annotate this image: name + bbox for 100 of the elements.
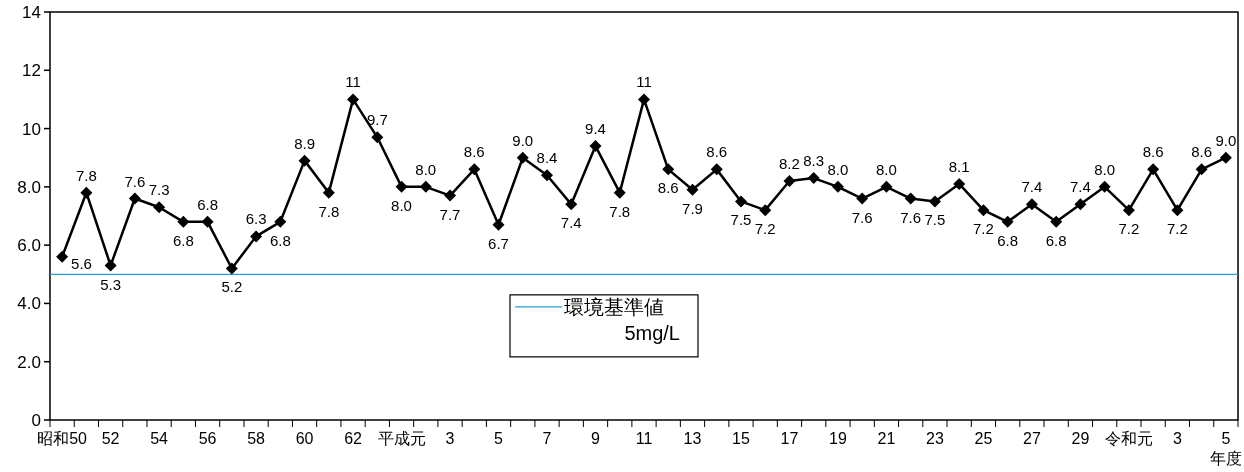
point (250, 230, 263, 243)
data-label: 6.8 (172, 231, 194, 249)
x-tick-label: 58 (247, 430, 266, 447)
point (347, 93, 360, 106)
data-label: 6.8 (997, 231, 1019, 249)
x-tick-label: 11 (635, 430, 653, 447)
y-tick-label: 0 (31, 411, 41, 430)
data-label: 8.6 (706, 143, 728, 161)
y-tick-label: 10 (22, 119, 41, 139)
x-tick-label: 23 (926, 430, 944, 447)
point (904, 192, 917, 205)
point (638, 93, 650, 106)
point (468, 163, 481, 176)
point (1098, 180, 1111, 193)
point (856, 192, 869, 205)
x-axis-title: 年度 (1209, 450, 1242, 467)
x-tick-label: 29 (1071, 430, 1090, 447)
point (225, 262, 238, 275)
point (928, 195, 941, 208)
x-tick-label: 17 (780, 430, 799, 447)
data-label: 8.6 (463, 143, 485, 161)
x-tick-label: 5 (1221, 430, 1231, 447)
point (1219, 151, 1232, 164)
data-label: 8.3 (803, 152, 825, 170)
point (56, 250, 69, 263)
x-tick-label: 3 (1172, 430, 1182, 447)
data-label: 6.3 (245, 210, 267, 228)
point (759, 204, 772, 217)
data-label: 9.7 (366, 111, 388, 129)
data-label: 7.6 (124, 172, 146, 190)
data-label: 8.0 (1094, 160, 1116, 178)
point (783, 175, 796, 188)
point (274, 215, 287, 228)
data-label: 7.8 (609, 202, 631, 220)
point (177, 215, 190, 228)
data-label: 7.7 (439, 205, 461, 223)
point (516, 151, 529, 164)
data-label: 8.0 (876, 160, 897, 178)
x-tick-label: 25 (974, 430, 993, 447)
point (831, 180, 844, 193)
point (298, 154, 311, 167)
data-label: 6.8 (269, 231, 291, 249)
data-label: 7.9 (682, 199, 703, 217)
data-label: 9.4 (585, 120, 606, 138)
data-label: 8.0 (415, 160, 437, 178)
point (80, 186, 93, 199)
x-tick-label: 56 (198, 430, 217, 447)
data-label: 6.8 (197, 195, 219, 213)
point (1171, 204, 1184, 217)
x-tick-label: 昭和50 (37, 430, 88, 447)
data-label: 7.4 (560, 214, 582, 232)
legend-label: 環境基準値 5mg/L (564, 295, 680, 344)
point (201, 215, 214, 228)
x-tick-label: 5 (494, 430, 504, 447)
x-tick-label: 52 (101, 430, 120, 447)
data-label: 6.8 (1045, 231, 1067, 249)
data-label: 8.0 (827, 160, 849, 178)
data-label: 8.4 (536, 149, 558, 167)
point (953, 177, 966, 190)
data-label: 5.2 (221, 278, 243, 296)
data-label: 7.2 (754, 220, 776, 238)
data-label: 9.0 (512, 131, 534, 149)
data-label: 11 (636, 73, 652, 91)
point (1001, 215, 1014, 228)
data-label: 8.2 (779, 155, 800, 173)
x-tick-label: 7 (542, 430, 552, 447)
point (419, 180, 432, 193)
data-label: 7.2 (1166, 220, 1188, 238)
data-label: 8.9 (294, 134, 315, 152)
point (589, 140, 602, 153)
point (1074, 198, 1087, 211)
data-label: 7.5 (730, 211, 752, 229)
point (153, 201, 166, 214)
x-tick-label: 60 (295, 430, 314, 447)
data-label: 7.2 (973, 220, 994, 238)
point (565, 198, 578, 211)
point (613, 186, 626, 199)
point (1025, 198, 1038, 211)
data-label: 7.6 (900, 208, 922, 226)
data-label: 9.0 (1215, 131, 1237, 149)
data-label: 11 (345, 73, 361, 91)
data-label: 7.8 (318, 202, 340, 220)
point (444, 189, 457, 202)
data-label: 7.4 (1069, 178, 1091, 196)
x-tick-label: 27 (1023, 430, 1041, 447)
point (1147, 163, 1160, 176)
point (322, 186, 335, 199)
data-label: 7.8 (75, 166, 97, 184)
point (1050, 215, 1063, 228)
x-tick-label: 21 (877, 430, 896, 447)
point (710, 163, 723, 176)
x-tick-label: 9 (591, 430, 601, 447)
data-label: 8.6 (1142, 143, 1164, 161)
data-label: 7.5 (924, 211, 946, 229)
point (395, 180, 408, 193)
x-tick-label: 54 (150, 430, 169, 447)
y-tick-label: 2.0 (17, 352, 41, 372)
y-tick-label: 4.0 (17, 294, 41, 314)
x-tick-label: 19 (829, 430, 847, 447)
point (880, 180, 893, 193)
